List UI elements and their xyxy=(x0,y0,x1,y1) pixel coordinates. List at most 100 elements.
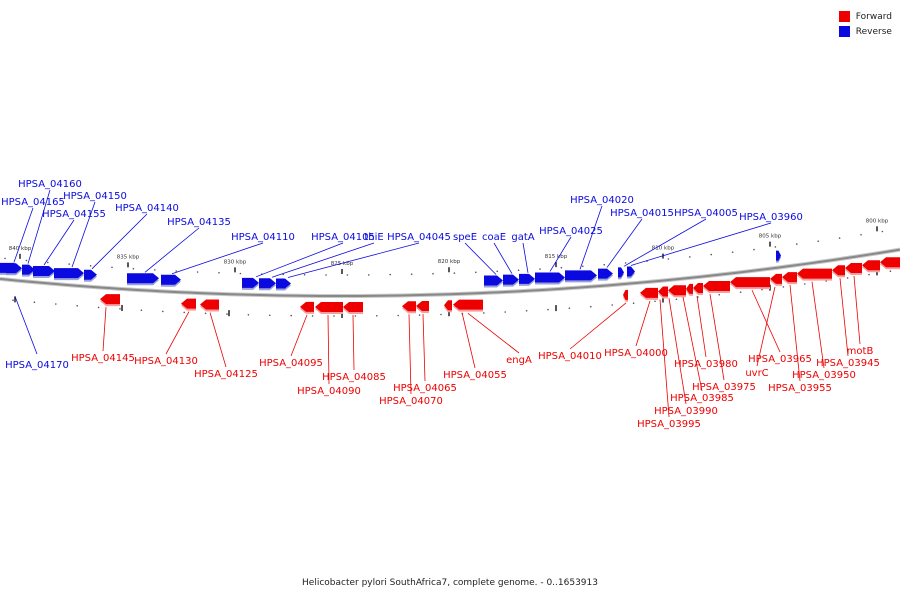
gene-arrow xyxy=(181,298,196,309)
gene-arrow xyxy=(484,275,503,286)
gene-arrow xyxy=(161,274,181,285)
gene-arrow xyxy=(730,277,770,288)
gene-arrow xyxy=(640,287,658,298)
gene-label: HPSA_04085 xyxy=(322,372,386,383)
gene-arrow xyxy=(862,260,880,271)
minor-tick xyxy=(846,277,849,279)
gene-reverse-HPSA_04150: HPSA_04150 xyxy=(54,191,127,281)
leader-line xyxy=(709,293,725,381)
leader-line xyxy=(751,289,781,353)
gene-arrow xyxy=(880,257,900,268)
leader-line xyxy=(461,312,476,369)
minor-tick xyxy=(183,311,185,314)
minor-tick xyxy=(89,265,92,267)
minor-tick xyxy=(739,291,742,294)
minor-tick xyxy=(731,251,734,253)
gene-arrow xyxy=(832,265,845,276)
gene-forward-HPSA_03975: HPSA_03975 xyxy=(692,281,756,393)
gene-arrow xyxy=(242,277,259,288)
leader-line xyxy=(327,314,330,385)
gene-label: gatA xyxy=(511,232,534,243)
minor-tick xyxy=(611,304,613,306)
gene-label: HPSA_04135 xyxy=(167,217,231,228)
gene-label: engA xyxy=(506,355,532,366)
minor-tick xyxy=(689,256,691,258)
gene-label: motB xyxy=(847,346,874,357)
leader-line xyxy=(606,218,643,268)
minor-tick xyxy=(325,274,327,276)
minor-tick xyxy=(525,310,528,312)
gene-forward-extra xyxy=(862,257,900,273)
leader-line xyxy=(165,311,190,355)
gene-forward-HPSA_04125: HPSA_04125 xyxy=(194,299,258,380)
gene-forward-HPSA_03955: HPSA_03955 xyxy=(768,272,832,394)
leader-line xyxy=(464,242,497,275)
scale-label: 815 kbp xyxy=(545,254,568,260)
gene-forward-HPSA_04085: HPSA_04085 xyxy=(322,301,386,383)
minor-tick xyxy=(76,305,78,307)
gene-label: thiE xyxy=(364,232,383,243)
minor-tick xyxy=(774,246,777,248)
gene-arrow xyxy=(797,268,832,279)
leader-line xyxy=(209,312,227,368)
gene-label: HPSA_03985 xyxy=(670,393,734,404)
gene-label: HPSA_03980 xyxy=(674,359,738,370)
minor-tick xyxy=(582,265,584,268)
gene-forward-HPSA_04070: HPSA_04070 xyxy=(379,301,443,407)
gene-label: HPSA_04015 xyxy=(610,208,674,219)
legend-item-forward: Forward xyxy=(838,9,892,24)
gene-label: HPSA_04065 xyxy=(393,383,457,394)
gene-label: HPSA_04165 xyxy=(1,197,65,208)
gene-forward-HPSA_03945: HPSA_03945 xyxy=(816,265,880,369)
gene-reverse-HPSA_04160: HPSA_04160 xyxy=(18,179,82,277)
minor-tick xyxy=(782,286,785,288)
gene-arrow xyxy=(300,301,314,312)
gene-forward-motB: motB xyxy=(845,262,874,357)
gene-arrow xyxy=(623,289,628,300)
gene-label: HPSA_04055 xyxy=(443,370,507,381)
minor-tick xyxy=(539,268,541,270)
minor-tick xyxy=(175,270,177,272)
leader-line xyxy=(352,314,355,371)
gene-arrow xyxy=(127,273,159,284)
map-caption: Helicobacter pylori SouthAfrica7, comple… xyxy=(302,578,598,588)
gene-arrow xyxy=(519,273,535,284)
reverse-genes: HPSA_04170 HPSA_04165 HPSA_04160 HPSA_04155… xyxy=(0,179,803,371)
leader-line xyxy=(271,242,375,278)
gene-label: HPSA_03990 xyxy=(654,406,718,417)
gene-arrow xyxy=(693,283,703,294)
leader-line xyxy=(13,207,34,263)
reverse-swatch xyxy=(838,26,850,37)
leader-line xyxy=(668,298,687,405)
minor-tick xyxy=(817,240,819,242)
minor-tick xyxy=(860,234,862,236)
minor-tick xyxy=(55,303,57,305)
leader-line xyxy=(493,242,513,274)
gene-reverse-HPSA_04165: HPSA_04165 xyxy=(1,197,65,276)
gene-label: HPSA_04160 xyxy=(18,179,82,190)
gene-reverse-HPSA_04020: HPSA_04020 xyxy=(565,195,634,283)
minor-tick xyxy=(111,266,113,269)
minor-tick xyxy=(354,315,357,317)
gene-forward-HPSA_04095: HPSA_04095 xyxy=(259,301,323,369)
gene-reverse-HPSA_04140: HPSA_04140 xyxy=(84,203,179,282)
gene-arrow xyxy=(416,300,429,311)
minor-tick xyxy=(410,273,413,276)
leader-line xyxy=(839,278,849,357)
gene-label: uvrC xyxy=(745,368,768,379)
gene-arrow xyxy=(402,301,416,312)
minor-tick xyxy=(504,311,507,313)
minor-tick xyxy=(333,315,335,317)
scale: 840 kbp 835 kbp 830 kbp 825 kbp 820 kbp 815 k… xyxy=(4,218,892,318)
scale-label: 810 kbp xyxy=(652,246,675,252)
gene-arrow xyxy=(343,301,363,312)
gene-forward-HPSA_04090: HPSA_04090 xyxy=(297,301,361,397)
minor-tick xyxy=(804,283,806,285)
scale-label: 820 kbp xyxy=(438,259,461,265)
minor-tick xyxy=(97,306,100,309)
gene-label: HPSA_04010 xyxy=(538,351,602,362)
minor-tick xyxy=(560,266,563,269)
gene-reverse-HPSA_04005: HPSA_04005 xyxy=(618,208,738,280)
gene-label: HPSA_04045 xyxy=(387,232,451,243)
